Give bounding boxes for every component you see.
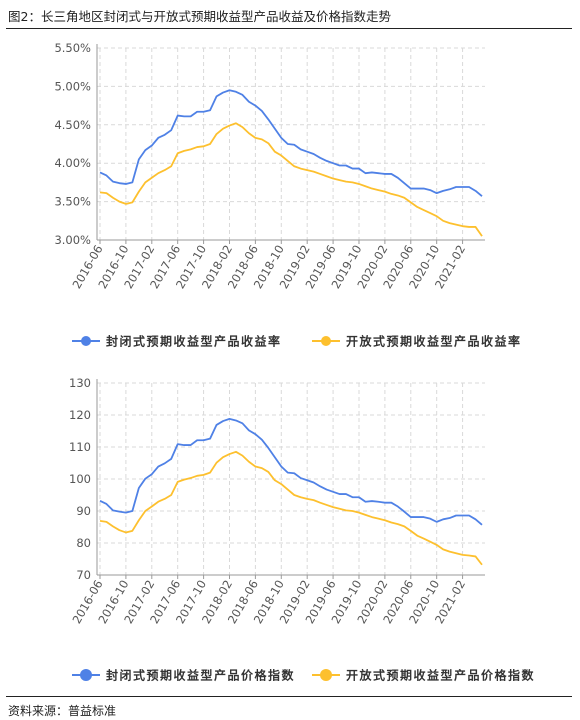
- y-tick-label: 3.50%: [54, 195, 91, 209]
- y-tick-label: 5.50%: [54, 41, 91, 55]
- y-tick-label: 100: [69, 472, 91, 486]
- y-tick-label: 3.00%: [54, 233, 91, 247]
- legend-item-open: 开放式预期收益型产品收益率: [312, 334, 522, 349]
- y-tick-label: 70: [76, 568, 91, 582]
- legend-item-closed: 封闭式预期收益型产品价格指数: [72, 668, 295, 683]
- figure-title: 图2：长三角地区封闭式与开放式预期收益型产品收益及价格指数走势: [8, 9, 391, 24]
- y-tick-label: 80: [76, 536, 91, 550]
- series-line-open: [99, 450, 483, 566]
- y-tick-label: 4.50%: [54, 118, 91, 132]
- legend-item-open: 开放式预期收益型产品价格指数: [312, 668, 535, 683]
- top-rule: [6, 28, 572, 29]
- legend-item-closed: 封闭式预期收益型产品收益率: [72, 334, 282, 349]
- series-line-closed: [99, 89, 483, 197]
- y-tick-label: 130: [69, 376, 91, 390]
- price-index-chart: 7080901001101201302016-062016-102017-022…: [69, 376, 535, 683]
- legend-swatch-marker: [81, 336, 91, 346]
- legend-label: 封闭式预期收益型产品价格指数: [106, 668, 295, 683]
- y-tick-label: 90: [76, 504, 91, 518]
- y-tick-label: 120: [69, 408, 91, 422]
- series-line-open: [99, 122, 483, 237]
- legend-swatch-marker: [321, 336, 331, 346]
- legend-swatch-marker: [80, 669, 92, 681]
- y-tick-label: 4.00%: [54, 156, 91, 170]
- y-tick-label: 110: [69, 440, 91, 454]
- legend-swatch-marker: [320, 669, 332, 681]
- source-note: 资料来源：普益标准: [8, 704, 117, 718]
- legend-label: 封闭式预期收益型产品收益率: [106, 334, 282, 349]
- series-line-closed: [99, 417, 483, 526]
- y-tick-label: 5.00%: [54, 79, 91, 93]
- bottom-rule: [6, 696, 572, 697]
- yield-chart: 3.00%3.50%4.00%4.50%5.00%5.50%2016-06201…: [54, 41, 522, 349]
- legend-label: 开放式预期收益型产品价格指数: [346, 668, 535, 683]
- legend-label: 开放式预期收益型产品收益率: [346, 334, 522, 349]
